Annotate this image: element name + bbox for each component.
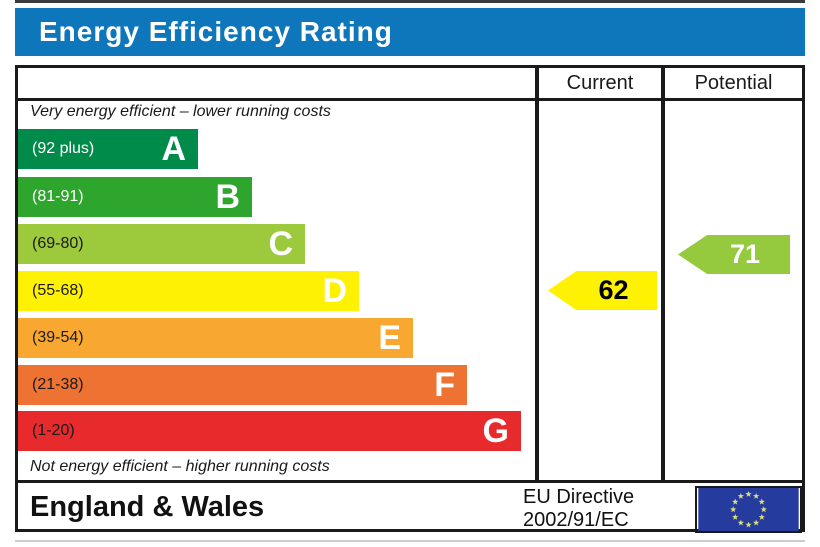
band-bar-c: (69-80) C	[18, 224, 305, 264]
band-range-label: (81-91)	[32, 188, 84, 205]
band-range-label: (21-38)	[32, 376, 84, 393]
title-bar: Energy Efficiency Rating	[15, 8, 805, 56]
potential-column-header: Potential	[694, 72, 773, 94]
band-letter: E	[378, 319, 401, 357]
band-row-g: (1-20) G	[18, 411, 521, 451]
band-row-d: (55-68) D	[18, 271, 359, 311]
eu-directive-line2: 2002/91/EC	[523, 509, 629, 531]
band-range-label: (92 plus)	[32, 140, 95, 157]
band-bar-e: (39-54) E	[18, 318, 413, 358]
region-label: England & Wales	[30, 491, 265, 523]
band-range-label: (39-54)	[32, 329, 84, 346]
band-row-c: (69-80) C	[18, 224, 305, 264]
top-border-line	[15, 0, 805, 3]
band-letter: D	[322, 272, 347, 310]
top-note: Very energy efficient – lower running co…	[30, 103, 331, 120]
eu-flag-icon	[695, 486, 802, 533]
band-letter: A	[161, 130, 186, 168]
band-bar-d: (55-68) D	[18, 271, 359, 311]
band-row-f: (21-38) F	[18, 365, 467, 405]
band-letter: G	[482, 412, 509, 450]
bottom-note: Not energy efficient – higher running co…	[30, 458, 330, 475]
current-rating-value: 62	[598, 275, 629, 305]
band-bar-f: (21-38) F	[18, 365, 467, 405]
column-divider-potential	[661, 68, 665, 480]
eu-directive-line1: EU Directive	[523, 486, 635, 508]
band-bar-a: (92 plus) A	[18, 129, 198, 169]
band-letter: C	[268, 225, 293, 263]
column-divider-current	[535, 68, 539, 480]
band-letter: B	[215, 178, 240, 216]
potential-rating-value: 71	[729, 239, 761, 269]
bottom-divider-line	[15, 540, 805, 542]
band-range-label: (55-68)	[32, 282, 84, 299]
current-rating-arrow: 62	[548, 271, 657, 310]
band-letter: F	[434, 366, 455, 404]
band-row-a: (92 plus) A	[18, 129, 198, 169]
band-bar-g: (1-20) G	[18, 411, 521, 451]
band-row-e: (39-54) E	[18, 318, 413, 358]
band-row-b: (81-91) B	[18, 177, 252, 217]
band-range-label: (69-80)	[32, 235, 84, 252]
current-column-header: Current	[566, 72, 634, 94]
page-title: Energy Efficiency Rating	[39, 16, 393, 47]
band-bar-b: (81-91) B	[18, 177, 252, 217]
header-row-border	[18, 98, 802, 101]
footer-row-border	[18, 480, 802, 483]
band-range-label: (1-20)	[32, 422, 75, 439]
potential-rating-arrow: 71	[678, 235, 790, 274]
eu-directive-label: EU Directive 2002/91/EC	[523, 486, 634, 532]
rating-table: Current Potential Very energy efficient …	[15, 65, 805, 533]
